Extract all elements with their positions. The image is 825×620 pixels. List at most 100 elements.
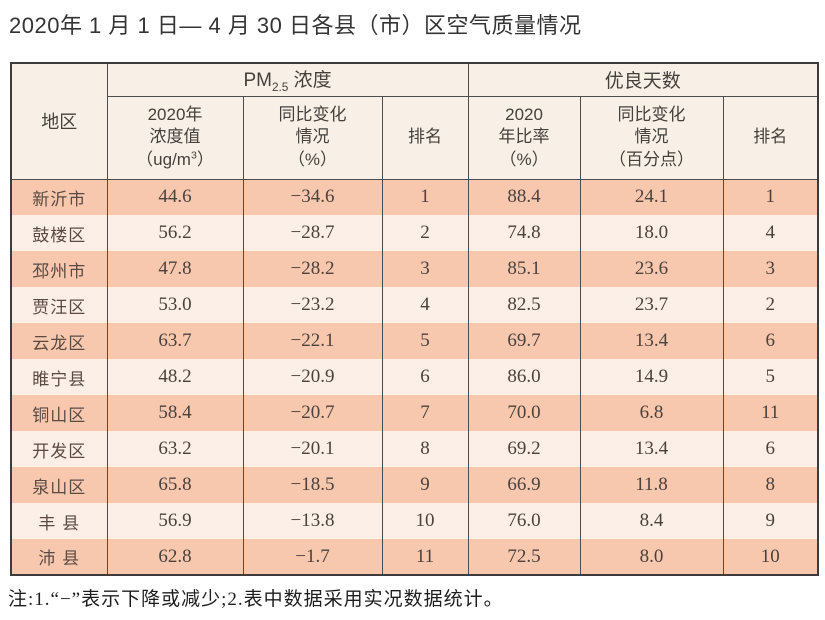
cell-pm-change: −20.9 (242, 359, 383, 395)
cell-pm-change: −23.2 (242, 287, 383, 323)
header-pm-change-line3: （%） (287, 149, 338, 169)
cell-pm-value: 56.9 (106, 503, 244, 539)
cell-good-rate: 69.2 (467, 431, 581, 467)
cell-region: 泉山区 (10, 467, 108, 503)
cell-good-change: 13.4 (579, 323, 724, 359)
pm25-label-suffix: 浓度 (288, 70, 332, 92)
cell-pm-change: −28.7 (242, 215, 383, 251)
header-good-change-line1: 同比变化 (617, 105, 686, 125)
cell-good-change: 13.4 (579, 431, 724, 467)
cell-good-change: 18.0 (579, 215, 724, 251)
cell-pm-rank: 11 (381, 539, 469, 575)
header-pm-change-line2: 情况 (295, 127, 330, 147)
page-title: 2020年 1 月 1 日— 4 月 30 日各县（市）区空气质量情况 (9, 13, 582, 38)
cell-pm-value: 58.4 (106, 395, 244, 431)
cell-good-rate: 82.5 (467, 287, 581, 323)
cell-pm-change: −34.6 (242, 179, 383, 215)
cell-region: 丰 县 (10, 503, 108, 539)
cell-region: 沛 县 (10, 539, 108, 575)
cell-pm-rank: 3 (381, 251, 469, 287)
cell-good-change: 8.4 (579, 503, 724, 539)
header-pm-value-line1: 2020年 (147, 105, 203, 125)
air-quality-table: 地区 PM2.5 浓度 优良天数 2020年 浓度值 （ug/m3） 同比变化 … (10, 62, 820, 576)
table-row: 云龙区 63.7 −22.1 5 69.7 13.4 6 (10, 323, 819, 359)
cell-pm-change: −20.1 (242, 431, 383, 467)
cell-good-change: 14.9 (579, 359, 724, 395)
header-group-row: 地区 PM2.5 浓度 优良天数 (10, 62, 819, 180)
header-pm-value-line3: （ug/m3） (108, 149, 243, 171)
cell-region: 邳州市 (10, 251, 108, 287)
cell-region: 贾汪区 (10, 287, 108, 323)
cell-good-rank: 2 (722, 287, 819, 323)
cell-pm-change: −1.7 (242, 539, 383, 575)
cell-pm-change: −28.2 (242, 251, 383, 287)
cell-good-rank: 8 (722, 467, 819, 503)
cell-pm-value: 56.2 (106, 215, 244, 251)
cell-good-rank: 6 (722, 431, 819, 467)
header-good-rate-line1: 2020 (505, 105, 543, 125)
cell-region: 睢宁县 (10, 359, 108, 395)
cell-good-change: 8.0 (579, 539, 724, 575)
cell-pm-rank: 1 (381, 179, 469, 215)
unit-prefix: （ug/m (136, 149, 191, 169)
cell-pm-rank: 10 (381, 503, 469, 539)
cell-good-rank: 5 (722, 359, 819, 395)
cell-pm-change: −20.7 (242, 395, 383, 431)
header-pm-change-line1: 同比变化 (278, 105, 347, 125)
cell-pm-rank: 6 (381, 359, 469, 395)
header-region: 地区 (10, 62, 108, 180)
header-good-rate: 2020 年比率 （%） (467, 95, 581, 180)
header-good-rate-line2: 年比率 (498, 127, 550, 147)
cell-pm-change: −13.8 (242, 503, 383, 539)
table-row: 泉山区 65.8 −18.5 9 66.9 11.8 8 (10, 467, 819, 503)
header-pm-change: 同比变化 情况 （%） (242, 95, 383, 180)
cell-region: 新沂市 (10, 179, 108, 215)
cell-pm-value: 63.7 (106, 323, 244, 359)
table-row: 睢宁县 48.2 −20.9 6 86.0 14.9 5 (10, 359, 819, 395)
header-good-change-line2: 情况 (634, 127, 669, 147)
cell-good-rate: 70.0 (467, 395, 581, 431)
header-pm-value-line2: 浓度值 (149, 127, 201, 147)
cell-pm-value: 44.6 (106, 179, 244, 215)
cell-good-change: 23.7 (579, 287, 724, 323)
cell-region: 开发区 (10, 431, 108, 467)
cell-good-rate: 74.8 (467, 215, 581, 251)
cell-good-change: 23.6 (579, 251, 724, 287)
header-pm-value: 2020年 浓度值 （ug/m3） (106, 95, 244, 180)
cell-pm-value: 63.2 (106, 431, 244, 467)
cell-good-rank: 6 (722, 323, 819, 359)
cell-pm-value: 48.2 (106, 359, 244, 395)
cell-region: 鼓楼区 (10, 215, 108, 251)
table-row: 铜山区 58.4 −20.7 7 70.0 6.8 11 (10, 395, 819, 431)
cell-good-change: 11.8 (579, 467, 724, 503)
cell-pm-rank: 4 (381, 287, 469, 323)
cell-pm-value: 53.0 (106, 287, 244, 323)
unit-suffix: ） (196, 149, 214, 169)
pm25-subscript: 2.5 (271, 81, 289, 95)
cell-good-rank: 10 (722, 539, 819, 575)
header-group-pm25: PM2.5 浓度 (106, 62, 469, 97)
cell-good-change: 6.8 (579, 395, 724, 431)
unit-superscript: 3 (190, 148, 197, 161)
cell-good-rank: 4 (722, 215, 819, 251)
cell-good-rank: 9 (722, 503, 819, 539)
cell-pm-rank: 9 (381, 467, 469, 503)
footnote: 注:1.“−”表示下降或减少;2.表中数据采用实况数据统计。 (8, 589, 504, 610)
header-good-rank: 排名 (722, 95, 819, 180)
cell-good-rate: 88.4 (467, 179, 581, 215)
table-row: 丰 县 56.9 −13.8 10 76.0 8.4 9 (10, 503, 819, 539)
header-pm-rank: 排名 (381, 95, 469, 180)
table-header: 地区 PM2.5 浓度 优良天数 2020年 浓度值 （ug/m3） 同比变化 … (10, 62, 819, 180)
cell-pm-rank: 7 (381, 395, 469, 431)
header-good-change-line3: （百分点） (609, 149, 695, 169)
cell-good-rank: 3 (722, 251, 819, 287)
cell-region: 云龙区 (10, 323, 108, 359)
cell-pm-value: 47.8 (106, 251, 244, 287)
cell-good-rank: 11 (722, 395, 819, 431)
cell-pm-rank: 2 (381, 215, 469, 251)
cell-good-rate: 66.9 (467, 467, 581, 503)
cell-region: 铜山区 (10, 395, 108, 431)
cell-pm-change: −22.1 (242, 323, 383, 359)
table-row: 新沂市 44.6 −34.6 1 88.4 24.1 1 (10, 179, 819, 215)
